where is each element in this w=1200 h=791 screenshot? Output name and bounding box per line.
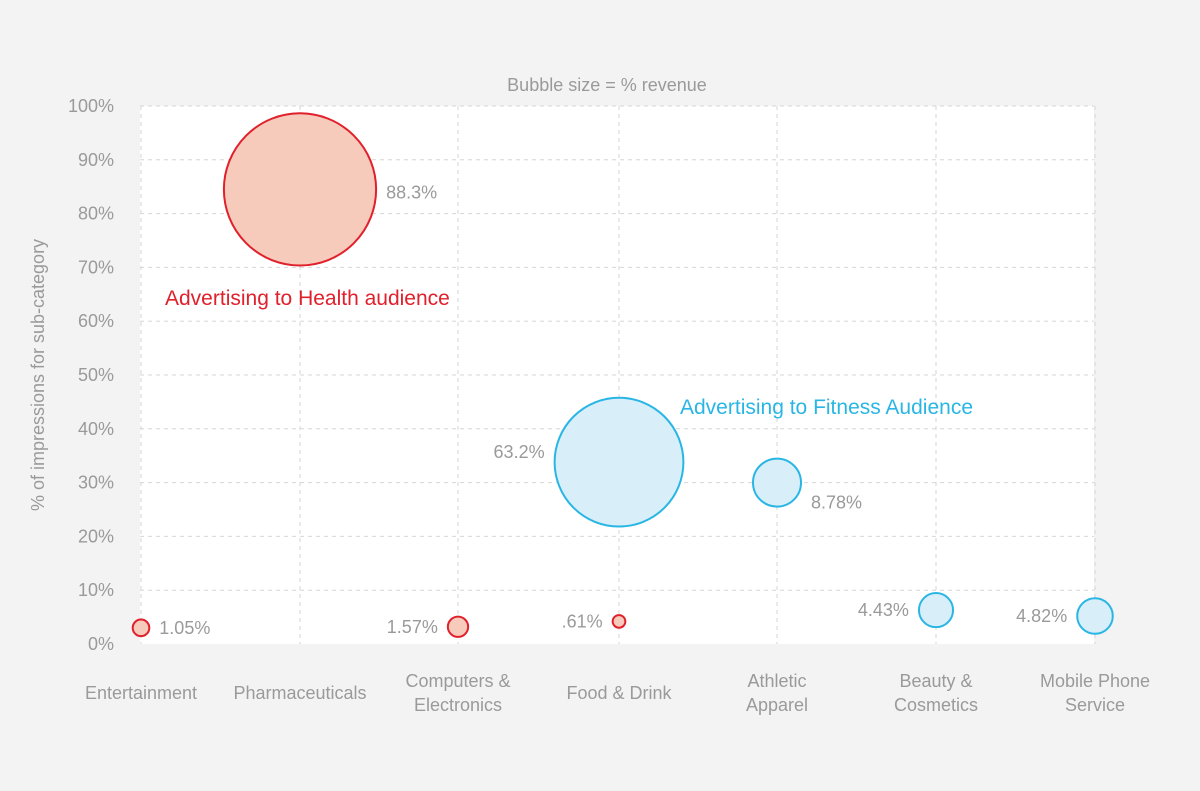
x-category-label: Pharmaceuticals (233, 683, 366, 703)
x-category-line: Service (1065, 695, 1125, 715)
bubbles (131, 112, 1114, 638)
y-tick-label: 30% (78, 473, 114, 493)
data-label: 1.57% (387, 617, 438, 637)
x-category-line: Computers & (405, 671, 510, 691)
x-category-label: Entertainment (85, 683, 197, 703)
x-category-label: Computers & Electronics (405, 671, 510, 715)
x-category-line: Mobile Phone (1040, 671, 1150, 691)
data-label: 4.43% (858, 600, 909, 620)
series-label-fitness: Advertising to Fitness Audience (680, 396, 973, 419)
x-category-label: Athletic Apparel (746, 671, 808, 715)
y-tick-label: 50% (78, 365, 114, 385)
x-category-line: Beauty & (899, 671, 972, 691)
y-tick-label: 0% (88, 634, 114, 654)
data-label: .61% (562, 611, 603, 631)
x-category-line: Apparel (746, 695, 808, 715)
x-axis-categories: Entertainment Pharmaceuticals Computers & E… (85, 671, 1150, 715)
grid-lines (140, 105, 1096, 644)
bubble (917, 592, 955, 629)
bubble (446, 615, 470, 638)
y-tick-label: 80% (78, 204, 114, 224)
x-category-label: Food & Drink (566, 683, 672, 703)
data-labels: 1.05% 88.3% 1.57% .61% 63.2% 8.78% 4.43% 4.82% (159, 182, 1067, 637)
y-tick-label: 70% (78, 257, 114, 277)
bubble (222, 112, 378, 267)
y-axis-label: % of impressions for sub-category (28, 239, 48, 511)
x-category-label: Beauty & Cosmetics (894, 671, 978, 715)
x-category-line: Cosmetics (894, 695, 978, 715)
x-category-label: Mobile Phone Service (1040, 671, 1150, 715)
bubble (751, 457, 803, 508)
bubble (1076, 597, 1114, 635)
y-tick-label: 10% (78, 580, 114, 600)
data-label: 63.2% (494, 442, 545, 462)
y-tick-label: 20% (78, 526, 114, 546)
y-axis-ticks: 0% 10% 20% 30% 40% 50% 60% 70% 80% 90% 100% (68, 96, 114, 654)
data-label: 88.3% (386, 182, 437, 202)
data-label: 8.78% (811, 493, 862, 513)
data-label: 4.82% (1016, 606, 1067, 626)
series-labels: Advertising to Health audience Advertisin… (165, 287, 973, 419)
y-tick-label: 90% (78, 150, 114, 170)
data-label: 1.05% (159, 618, 210, 638)
chart-subtitle: Bubble size = % revenue (507, 75, 707, 95)
x-category-line: Electronics (414, 695, 502, 715)
y-tick-label: 100% (68, 96, 114, 116)
y-tick-label: 60% (78, 311, 114, 331)
y-tick-label: 40% (78, 419, 114, 439)
bubble (131, 618, 151, 638)
x-category-line: Athletic (747, 671, 806, 691)
bubble (553, 396, 685, 528)
bubble (611, 614, 627, 629)
series-label-health: Advertising to Health audience (165, 287, 450, 310)
